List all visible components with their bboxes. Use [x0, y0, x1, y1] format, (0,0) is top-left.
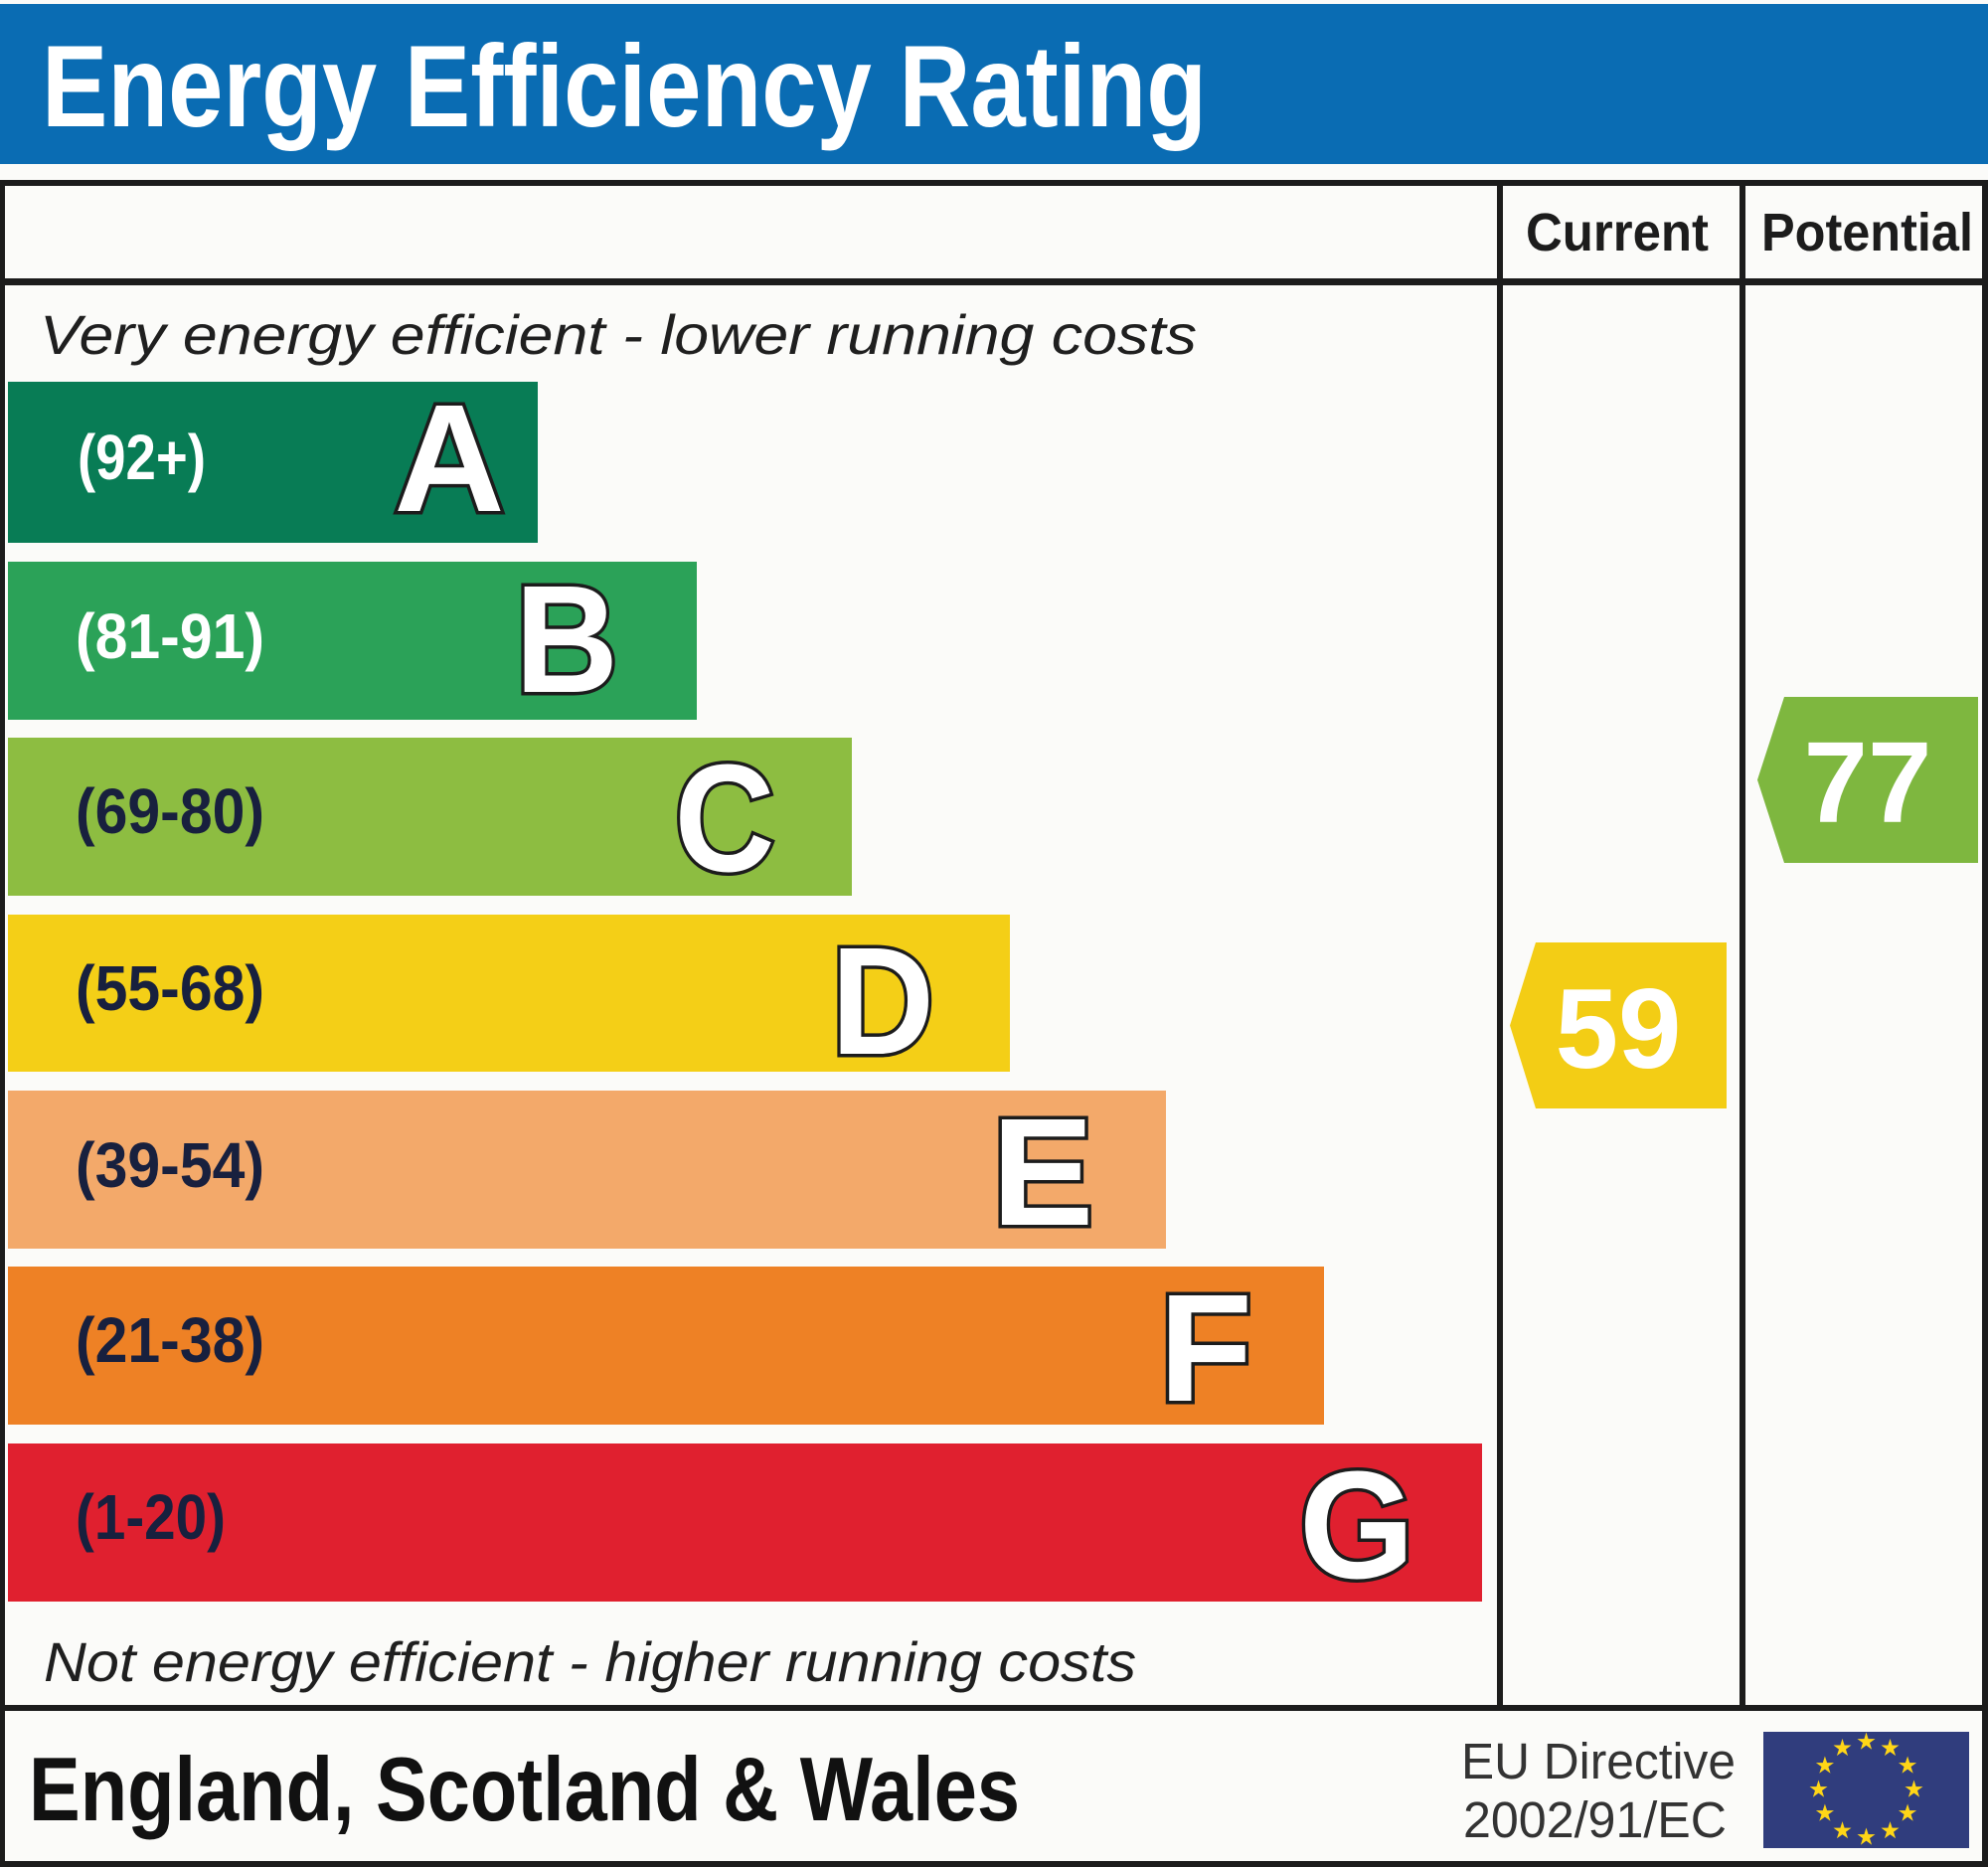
svg-text:Potential: Potential — [1761, 203, 1973, 262]
svg-text:EU Directive: EU Directive — [1461, 1733, 1736, 1789]
svg-text:(55-68): (55-68) — [76, 952, 264, 1024]
svg-text:Energy Efficiency Rating: Energy Efficiency Rating — [42, 21, 1207, 151]
svg-text:England, Scotland & Wales: England, Scotland & Wales — [29, 1740, 1020, 1840]
svg-text:D: D — [831, 916, 934, 1087]
svg-text:(1-20): (1-20) — [76, 1481, 226, 1553]
svg-text:C: C — [675, 733, 775, 904]
svg-text:59: 59 — [1556, 966, 1682, 1093]
svg-text:F: F — [1159, 1263, 1252, 1434]
svg-text:(39-54): (39-54) — [76, 1129, 264, 1201]
svg-text:(21-38): (21-38) — [76, 1304, 264, 1376]
svg-text:B: B — [515, 554, 618, 725]
svg-text:Not energy efficient - higher: Not energy efficient - higher running co… — [44, 1630, 1136, 1693]
svg-text:Very energy efficient - lower: Very energy efficient - lower running co… — [40, 303, 1197, 366]
svg-text:G: G — [1299, 1440, 1414, 1611]
svg-text:Current: Current — [1526, 203, 1709, 262]
svg-text:A: A — [394, 373, 504, 544]
svg-text:77: 77 — [1803, 718, 1931, 847]
svg-text:2002/91/EC: 2002/91/EC — [1463, 1791, 1727, 1848]
svg-text:(69-80): (69-80) — [76, 775, 264, 847]
svg-text:E: E — [992, 1087, 1094, 1258]
svg-text:(81-91): (81-91) — [76, 600, 264, 672]
svg-text:(92+): (92+) — [78, 422, 206, 493]
